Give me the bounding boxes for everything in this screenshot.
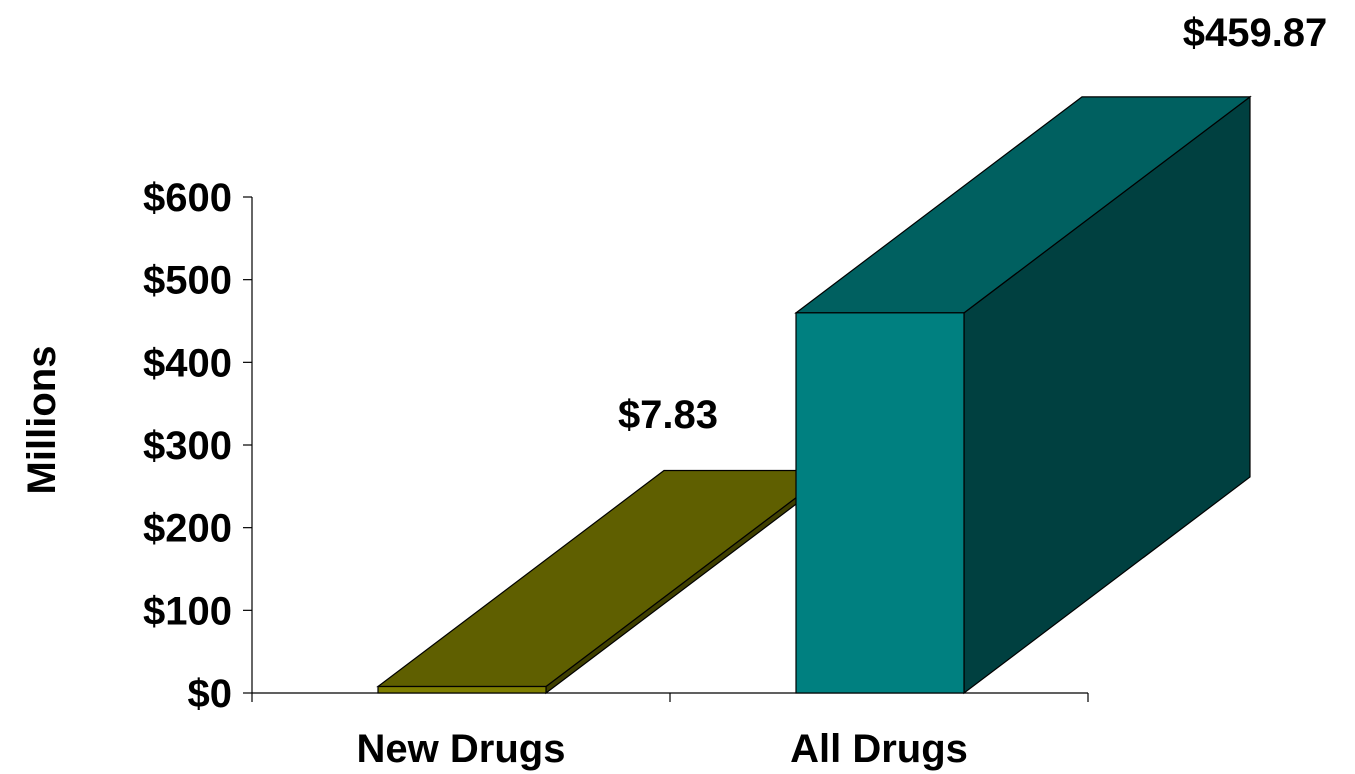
bar-all-drugs <box>794 95 1252 695</box>
data-label: $459.87 <box>1183 11 1328 55</box>
y-tick-label: $400 <box>143 341 232 385</box>
y-tick-label: $200 <box>143 507 232 551</box>
y-tick-label: $300 <box>143 424 232 468</box>
y-ticks: $0 $100 $200 $300 $400 $500 $600 <box>143 176 252 716</box>
bar-front-face <box>377 685 547 694</box>
bar-front-face <box>795 312 965 694</box>
data-label: $7.83 <box>618 393 718 437</box>
y-tick-label: $600 <box>143 176 232 220</box>
x-category-label: New Drugs <box>357 727 566 771</box>
y-axis-title: Millions <box>20 346 64 495</box>
y-tick-label: $100 <box>143 589 232 633</box>
y-tick-label: $0 <box>188 672 233 716</box>
bar-new-drugs <box>376 469 834 695</box>
bars <box>376 95 1252 695</box>
bar-top-face <box>376 469 834 688</box>
y-tick-label: $500 <box>143 259 232 303</box>
labels: New Drugs $7.83 All Drugs $459.87 <box>357 11 1328 771</box>
x-category-label: All Drugs <box>790 727 968 771</box>
